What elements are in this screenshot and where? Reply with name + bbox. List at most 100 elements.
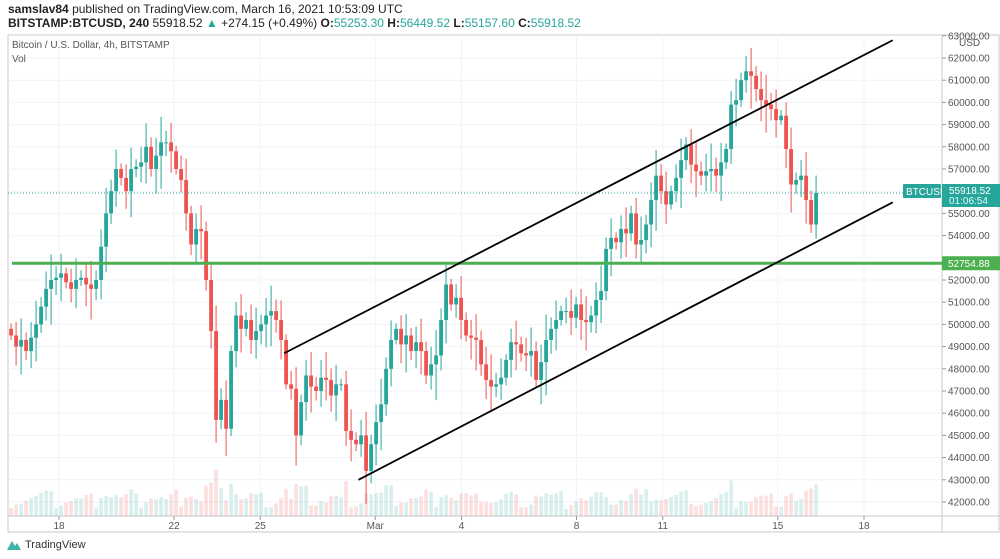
published-text: published on TradingView.com, March 16, … [72, 2, 403, 16]
candle-down [169, 142, 173, 152]
candle-down [409, 335, 413, 352]
candle-up [454, 297, 458, 305]
candle-up [739, 80, 743, 101]
volume-bar [284, 488, 288, 516]
candle-down [664, 191, 668, 205]
volume-bar [84, 495, 88, 516]
candle-up [254, 331, 258, 340]
volume-bar [99, 498, 103, 516]
volume-bar [249, 493, 253, 516]
y-tick-label: 47000.00 [948, 387, 990, 398]
volume-bar [319, 501, 323, 516]
candle-up [159, 142, 163, 156]
volume-bar [524, 507, 528, 516]
volume-bar [559, 491, 563, 516]
candle-up [79, 277, 83, 280]
candle-down [484, 364, 488, 380]
volume-bar [509, 491, 513, 516]
volume-bar [634, 488, 638, 516]
volume-bar [694, 506, 698, 516]
volume-bar [294, 484, 298, 516]
volume-bar [274, 503, 278, 516]
candle-up [599, 291, 603, 300]
candle-up [674, 177, 678, 192]
candle-up [559, 311, 563, 320]
candle-down [204, 231, 208, 280]
candle-up [724, 149, 728, 163]
price-change: +274.15 (+0.49%) [221, 16, 318, 30]
volume-bar [454, 500, 458, 516]
volume-bar [764, 495, 768, 516]
candle-down [24, 339, 28, 352]
candle-down [474, 337, 478, 340]
candle-up [414, 342, 418, 352]
candle-up [259, 324, 263, 332]
candle-down [149, 146, 153, 169]
candle-up [679, 160, 683, 178]
candle-down [294, 388, 298, 436]
candle-up [304, 375, 308, 403]
candle-up [234, 315, 238, 352]
chart-frame [7, 34, 1000, 533]
candle-up [114, 169, 118, 192]
volume-bar [289, 498, 293, 516]
volume-bar [394, 505, 398, 516]
volume-bar [354, 506, 358, 516]
candle-up [139, 162, 143, 167]
candle-up [704, 171, 708, 176]
y-tick-label: 46000.00 [948, 409, 990, 420]
tradingview-logo[interactable]: TradingView [6, 539, 86, 551]
volume-bar [714, 498, 718, 516]
level-price-label: 52754.88 [948, 259, 990, 270]
candle-down [309, 375, 313, 387]
volume-bar [234, 494, 238, 516]
candle-up [669, 191, 673, 205]
candle-up [394, 328, 398, 340]
candle-down [69, 282, 73, 289]
candle-down [449, 284, 453, 305]
volume-bar [304, 486, 308, 516]
candle-down [579, 304, 583, 320]
volume-bar [644, 489, 648, 516]
y-tick-label: 62000.00 [948, 54, 990, 65]
volume-bar [534, 495, 538, 516]
volume-bar [484, 502, 488, 516]
volume-bar [514, 494, 518, 516]
x-tick-label: 8 [574, 521, 580, 532]
candle-up [684, 144, 688, 161]
candle-down [419, 342, 423, 352]
candle-down [584, 319, 588, 323]
volume-bar [629, 494, 633, 516]
y-tick-label: 52000.00 [948, 276, 990, 287]
candle-up [729, 104, 733, 150]
candle-up [429, 364, 433, 376]
volume-bar [804, 490, 808, 516]
candle-down [759, 89, 763, 101]
volume-bar [309, 505, 313, 516]
candle-up [194, 228, 198, 245]
candle-up [94, 280, 98, 289]
candle-up [299, 402, 303, 436]
volume-bar [539, 496, 543, 516]
candle-up [609, 237, 613, 249]
brand-name: TradingView [25, 539, 86, 551]
candle-down [479, 339, 483, 365]
volume-bar [409, 498, 413, 516]
candle-up [594, 299, 598, 316]
volume-bar [479, 501, 483, 516]
candle-down [464, 319, 468, 336]
y-tick-label: 54000.00 [948, 231, 990, 242]
symbol-tag-label: BTCUSD [906, 187, 947, 198]
up-triangle-icon: ▲ [205, 16, 218, 30]
volume-bar [64, 502, 68, 516]
candle-down [84, 277, 88, 285]
volume-bar [469, 495, 473, 516]
low-label: L: [453, 16, 465, 30]
volume-bar [689, 504, 693, 516]
candle-up [104, 213, 108, 247]
candle-down [279, 319, 283, 340]
candle-up [19, 339, 23, 347]
candle-up [444, 284, 448, 320]
candle-down [624, 228, 628, 234]
